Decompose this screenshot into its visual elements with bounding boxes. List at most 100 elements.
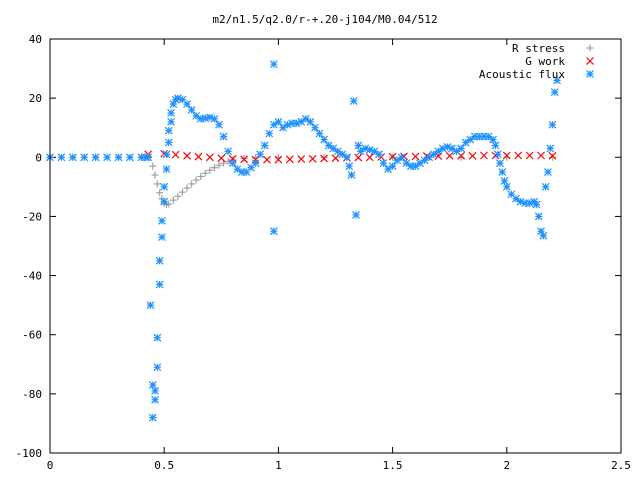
legend-label: Acoustic flux bbox=[479, 68, 565, 81]
y-tick-label: -40 bbox=[22, 270, 42, 283]
data-point bbox=[251, 159, 260, 168]
data-point bbox=[274, 155, 283, 164]
data-point bbox=[91, 153, 100, 162]
data-point bbox=[151, 386, 159, 395]
data-point bbox=[534, 212, 543, 221]
data-point bbox=[320, 154, 329, 163]
data-point bbox=[525, 199, 534, 208]
data-point bbox=[311, 123, 319, 132]
data-point bbox=[388, 162, 397, 171]
data-point bbox=[153, 333, 162, 342]
legend-marker bbox=[586, 44, 594, 52]
data-point bbox=[160, 182, 169, 191]
y-tick-label: -20 bbox=[22, 210, 42, 223]
legend-marker bbox=[586, 70, 594, 78]
series-layer bbox=[46, 60, 561, 422]
data-point bbox=[324, 141, 333, 150]
data-point bbox=[496, 159, 504, 168]
data-point bbox=[171, 150, 180, 159]
series-r-stress bbox=[46, 153, 556, 209]
data-point bbox=[397, 153, 406, 162]
data-point bbox=[393, 156, 402, 165]
data-point bbox=[167, 117, 175, 126]
y-tick-labels: -100 -80 -60 -40 -20 0 20 40 bbox=[16, 33, 43, 460]
data-point bbox=[489, 135, 498, 144]
legend-label: G work bbox=[525, 55, 565, 68]
data-point bbox=[320, 135, 329, 144]
data-point bbox=[215, 161, 223, 169]
data-point bbox=[256, 150, 265, 159]
data-point bbox=[157, 216, 166, 225]
data-point bbox=[306, 117, 315, 126]
data-point bbox=[514, 151, 523, 160]
x-tick-label: 2.5 bbox=[611, 459, 631, 472]
data-point bbox=[153, 180, 161, 188]
data-point bbox=[537, 151, 545, 160]
data-point bbox=[197, 173, 205, 181]
data-point bbox=[342, 153, 351, 162]
data-point bbox=[201, 169, 209, 177]
data-point bbox=[156, 189, 164, 197]
data-point bbox=[297, 155, 306, 163]
legend-label: R stress bbox=[512, 42, 565, 55]
data-point bbox=[210, 114, 219, 123]
data-point bbox=[228, 159, 237, 168]
data-point bbox=[114, 153, 123, 162]
data-point bbox=[148, 413, 157, 422]
data-point bbox=[546, 144, 555, 153]
data-point bbox=[157, 233, 166, 242]
data-point bbox=[480, 151, 488, 160]
data-point bbox=[541, 182, 550, 191]
data-point bbox=[502, 151, 511, 160]
data-point bbox=[320, 153, 328, 161]
data-point bbox=[315, 129, 324, 138]
data-point bbox=[308, 154, 317, 163]
data-point bbox=[448, 144, 456, 153]
x-tick-label: 1 bbox=[275, 459, 282, 472]
data-point bbox=[187, 106, 196, 114]
data-point bbox=[365, 153, 374, 162]
data-point bbox=[379, 159, 388, 168]
data-point bbox=[274, 117, 283, 126]
data-point bbox=[205, 153, 214, 162]
data-point bbox=[457, 144, 466, 153]
data-point bbox=[553, 76, 561, 85]
data-point bbox=[445, 151, 454, 160]
data-point bbox=[500, 177, 509, 185]
data-point bbox=[183, 184, 191, 192]
data-point bbox=[162, 150, 171, 159]
data-point bbox=[146, 301, 155, 310]
data-point bbox=[263, 155, 271, 164]
data-point bbox=[512, 194, 520, 203]
data-point bbox=[269, 60, 278, 69]
data-point bbox=[164, 138, 173, 147]
data-point bbox=[188, 180, 196, 188]
y-tick-label: -60 bbox=[22, 329, 42, 342]
data-point bbox=[153, 363, 162, 372]
x-tick-label: 0.5 bbox=[154, 459, 174, 472]
series-acoustic-flux bbox=[46, 60, 561, 422]
data-point bbox=[354, 153, 363, 162]
data-point bbox=[219, 132, 228, 141]
data-point bbox=[240, 154, 248, 162]
data-point bbox=[548, 120, 557, 129]
data-point bbox=[205, 113, 214, 122]
data-point bbox=[103, 153, 112, 162]
data-point bbox=[548, 151, 557, 160]
data-point bbox=[347, 171, 356, 179]
data-point bbox=[539, 231, 548, 240]
legend-marker bbox=[586, 57, 594, 65]
series-g-work bbox=[144, 149, 557, 164]
data-point bbox=[411, 152, 420, 161]
data-point bbox=[192, 111, 201, 120]
data-point bbox=[126, 153, 134, 162]
x-tick-label: 2 bbox=[503, 459, 510, 472]
data-point bbox=[144, 153, 153, 162]
y-tick-label: -100 bbox=[16, 447, 43, 460]
data-point bbox=[160, 197, 169, 206]
data-point bbox=[548, 153, 556, 161]
data-point bbox=[532, 200, 541, 209]
data-point bbox=[434, 147, 443, 156]
data-point bbox=[301, 114, 310, 123]
